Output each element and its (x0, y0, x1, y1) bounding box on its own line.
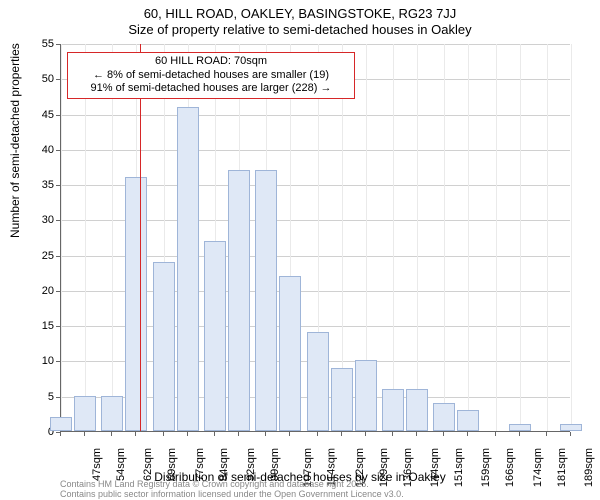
gridline-vertical (393, 44, 394, 431)
xtick-mark (495, 432, 496, 436)
ytick-mark (56, 115, 60, 116)
gridline-vertical (417, 44, 418, 431)
ytick-mark (56, 79, 60, 80)
histogram-bar (101, 396, 123, 431)
xtick-mark (317, 432, 318, 436)
annotation-line-address: 60 HILL ROAD: 70sqm (71, 55, 351, 69)
xtick-mark (135, 432, 136, 436)
ytick-label: 0 (14, 426, 54, 438)
gridline-vertical (547, 44, 548, 431)
xtick-mark (365, 432, 366, 436)
ytick-label: 55 (14, 38, 54, 50)
gridline-horizontal (61, 150, 570, 151)
xtick-mark (60, 432, 61, 436)
xtick-mark (163, 432, 164, 436)
ytick-mark (56, 326, 60, 327)
histogram-bar (355, 360, 377, 431)
annotation-box: 60 HILL ROAD: 70sqm← 8% of semi-detached… (67, 52, 355, 99)
gridline-vertical (444, 44, 445, 431)
histogram-bar (74, 396, 96, 431)
xtick-mark (214, 432, 215, 436)
ytick-label: 40 (14, 144, 54, 156)
histogram-bar (279, 276, 301, 431)
xtick-mark (467, 432, 468, 436)
xtick-mark (187, 432, 188, 436)
gridline-vertical (85, 44, 86, 431)
ytick-label: 30 (14, 214, 54, 226)
chart-title-subtitle: Size of property relative to semi-detach… (0, 22, 600, 37)
xtick-mark (265, 432, 266, 436)
xtick-mark (84, 432, 85, 436)
histogram-bar (125, 177, 147, 431)
histogram-bar (382, 389, 404, 431)
histogram-bar (457, 410, 479, 431)
gridline-vertical (571, 44, 572, 431)
histogram-bar (307, 332, 329, 431)
histogram-bar (177, 107, 199, 432)
xtick-mark (443, 432, 444, 436)
gridline-vertical (496, 44, 497, 431)
footer-attribution: Contains HM Land Registry data © Crown c… (60, 480, 404, 500)
ytick-mark (56, 220, 60, 221)
annotation-line-larger: 91% of semi-detached houses are larger (… (71, 82, 351, 96)
gridline-horizontal (61, 115, 570, 116)
xtick-mark (238, 432, 239, 436)
ytick-label: 45 (14, 109, 54, 121)
ytick-mark (56, 291, 60, 292)
xtick-mark (341, 432, 342, 436)
histogram-bar (153, 262, 175, 431)
histogram-bar (331, 368, 353, 431)
xtick-mark (519, 432, 520, 436)
xtick-mark (570, 432, 571, 436)
histogram-bar (50, 417, 72, 431)
ytick-label: 50 (14, 73, 54, 85)
annotation-line-smaller: ← 8% of semi-detached houses are smaller… (71, 69, 351, 83)
histogram-bar (255, 170, 277, 431)
xtick-mark (392, 432, 393, 436)
xtick-mark (111, 432, 112, 436)
xtick-mark (289, 432, 290, 436)
ytick-label: 5 (14, 391, 54, 403)
ytick-label: 20 (14, 285, 54, 297)
histogram-bar (433, 403, 455, 431)
ytick-mark (56, 361, 60, 362)
plot-area: 60 HILL ROAD: 70sqm← 8% of semi-detached… (60, 44, 570, 432)
histogram-bar (204, 241, 226, 431)
gridline-vertical (112, 44, 113, 431)
gridline-vertical (468, 44, 469, 431)
histogram-bar (560, 424, 582, 431)
ytick-mark (56, 397, 60, 398)
xtick-mark (416, 432, 417, 436)
chart-title-address: 60, HILL ROAD, OAKLEY, BASINGSTOKE, RG23… (0, 6, 600, 21)
ytick-label: 35 (14, 179, 54, 191)
ytick-mark (56, 44, 60, 45)
xtick-mark (546, 432, 547, 436)
ytick-label: 15 (14, 320, 54, 332)
histogram-bar (509, 424, 531, 431)
gridline-vertical (61, 44, 62, 431)
ytick-mark (56, 150, 60, 151)
ytick-mark (56, 185, 60, 186)
ytick-label: 10 (14, 355, 54, 367)
gridline-horizontal (61, 44, 570, 45)
histogram-bar (406, 389, 428, 431)
footer-line-2: Contains public sector information licen… (60, 490, 404, 500)
histogram-chart: 60, HILL ROAD, OAKLEY, BASINGSTOKE, RG23… (0, 0, 600, 500)
ytick-label: 25 (14, 250, 54, 262)
property-marker-line (140, 44, 142, 431)
gridline-vertical (520, 44, 521, 431)
ytick-mark (56, 256, 60, 257)
histogram-bar (228, 170, 250, 431)
